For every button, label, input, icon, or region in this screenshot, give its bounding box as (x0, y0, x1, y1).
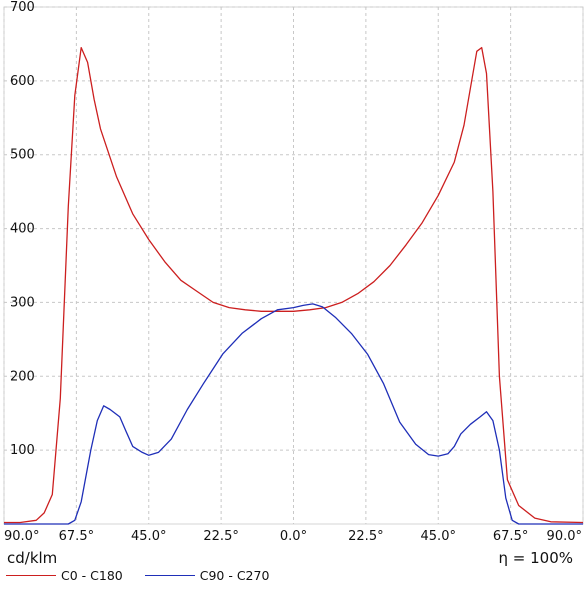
legend-label-c0-c180: C0 - C180 (61, 568, 123, 583)
x-tick-label: 22.5° (203, 529, 238, 544)
legend-item-c0-c180: C0 - C180 (6, 568, 123, 583)
candela-chart: 100 200 300 400 500 600 700 90.0° 67.5° 45.0° 22.… (3, 0, 584, 544)
y-tick-label: 200 (10, 369, 35, 384)
y-tick-label: 400 (10, 222, 35, 237)
legend-label-c90-c270: C90 - C270 (199, 568, 270, 583)
y-tick-label: 300 (10, 295, 35, 310)
series-lines (4, 46, 584, 525)
legend: C0 - C180 C90 - C270 (6, 568, 291, 583)
x-tick-label: 45.0° (421, 529, 456, 544)
x-tick-label: 67.5° (59, 529, 94, 544)
grid (3, 6, 584, 525)
series-line-c90-c270 (4, 303, 583, 525)
legend-item-c90-c270: C90 - C270 (144, 568, 270, 583)
y-axis-ticks: 100 200 300 400 500 600 700 (10, 0, 35, 458)
legend-swatch-c90-c270 (144, 575, 195, 576)
y-tick-label: 500 (10, 148, 35, 163)
series-line-c0-c180 (4, 46, 584, 524)
y-tick-label: 700 (10, 0, 35, 15)
y-tick-label: 100 (10, 443, 35, 458)
x-tick-label: 45.0° (131, 529, 166, 544)
x-tick-label: 90.0° (4, 529, 39, 544)
legend-swatch-c0-c180 (6, 575, 56, 576)
x-axis-ticks: 90.0° 67.5° 45.0° 22.5° 0.0° 22.5° 45.0° 67.5° 9… (4, 529, 582, 544)
x-tick-label: 90.0° (547, 529, 582, 544)
efficiency-label: η = 100% (498, 549, 574, 567)
x-tick-label: 0.0° (280, 529, 307, 544)
unit-label: cd/klm (7, 549, 58, 567)
y-tick-label: 600 (10, 74, 35, 89)
x-tick-label: 22.5° (348, 529, 383, 544)
x-tick-label: 67.5° (493, 529, 528, 544)
